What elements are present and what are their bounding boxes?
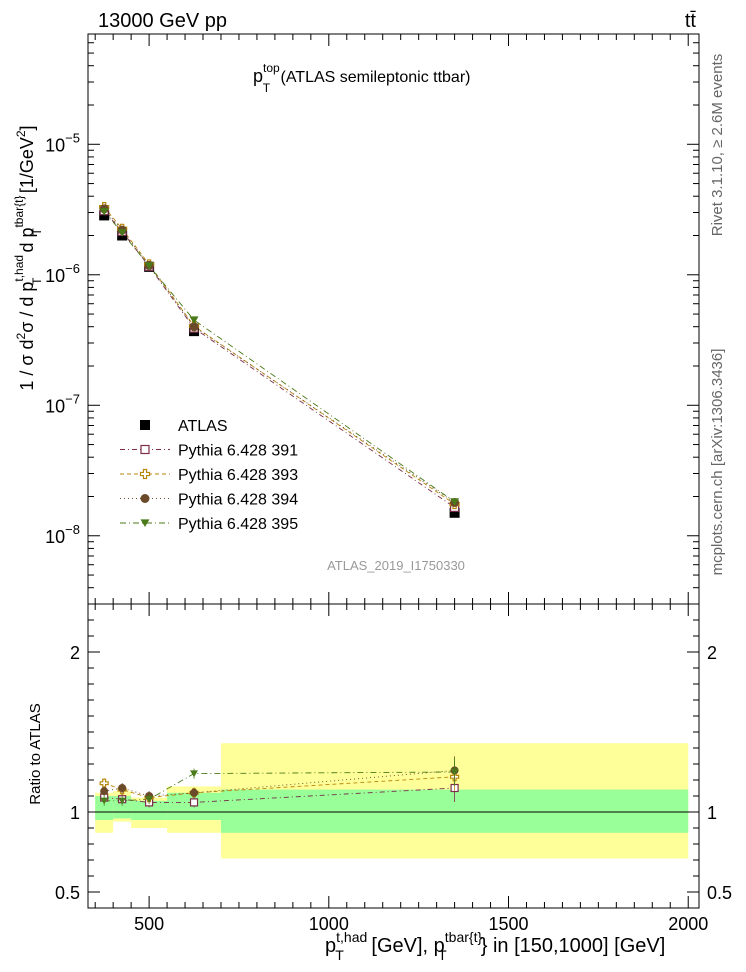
main-axis-ticks: 10−8 10−7 10−6 10−5 (45, 34, 699, 605)
legend-marker (139, 468, 151, 480)
ratio-y-tick-label: 0.5 (55, 883, 80, 903)
inner-band (95, 796, 114, 820)
data-point (449, 507, 460, 518)
x-axis-label: pt,had T [GeV], ptbar{t} T} in [150,1000] … (325, 929, 665, 963)
series-line (103, 210, 455, 508)
legend-label: Pythia 6.428 394 (178, 492, 298, 509)
ratio-series-line (104, 769, 455, 797)
header-left: 13000 GeV pp (98, 10, 227, 32)
data-point (189, 322, 199, 332)
rivet-label: Rivet 3.1.10, ≥ 2.6M events (709, 54, 726, 237)
ratio-point (100, 797, 109, 805)
legend-label: Pythia 6.428 391 (178, 443, 298, 460)
data-point (450, 498, 460, 506)
legend: ATLAS Pythia 6.428 391 Pythia 6.428 393 Pyt… (120, 418, 298, 533)
ratio-point (145, 796, 154, 803)
ratio-point (100, 787, 109, 796)
y-tick-label: 10−5 (45, 130, 80, 155)
x-tick-label: 2000 (668, 914, 708, 934)
mcplots-label: mcplots.cern.ch [arXiv:1306.3436] (709, 349, 726, 576)
ratio-ylabel: Ratio to ATLAS (27, 703, 44, 804)
legend-label: Pythia 6.428 393 (178, 467, 298, 484)
main-title: ptop T (ATLAS semileptonic ttbar) (253, 61, 470, 95)
main-plot-area (99, 202, 460, 518)
ratio-point (118, 784, 127, 792)
inner-band (113, 796, 132, 819)
legend-marker (140, 519, 150, 528)
data-point (99, 207, 109, 216)
ratio-axis-ticks: 0.5 0.5 1 1 2 2 500 1000 1500 2000 (55, 604, 732, 934)
legend-label: Pythia 6.428 395 (178, 516, 298, 533)
x-tick-label: 500 (134, 914, 164, 934)
ratio-point (99, 778, 109, 788)
ratio-point (189, 798, 199, 807)
ratio-frame (87, 603, 700, 909)
y-tick-label: 10−7 (45, 391, 80, 416)
legend-marker (140, 444, 150, 455)
y-tick-label: 10−6 (45, 261, 80, 286)
y-tick-label: 10−8 (45, 522, 80, 547)
ratio-y-tick-label: 1 (70, 803, 80, 823)
main-ylabel: 1 / σ d2σ / d pt,had T d ptbar{t}T [1/GeV… (12, 125, 44, 390)
ratio-point (450, 768, 459, 776)
ratio-y-tick-label-right: 1 (707, 803, 717, 823)
ratio-y-tick-label: 2 (70, 643, 80, 663)
analysis-watermark: ATLAS_2019_I1750330 (327, 558, 465, 573)
data-point (189, 316, 199, 325)
x-tick-label: 1000 (309, 914, 349, 934)
ratio-point (118, 797, 127, 805)
ratio-point (190, 788, 199, 797)
series-line (103, 206, 455, 505)
legend-marker (140, 494, 150, 503)
data-point (117, 229, 127, 237)
ratio-plot-area (99, 756, 460, 808)
x-tick-label: 1500 (488, 914, 528, 934)
ratio-uncertainty-bands (88, 743, 699, 859)
inner-band (131, 800, 168, 820)
legend-label: ATLAS (178, 418, 228, 435)
ratio-y-tick-label-right: 0.5 (707, 883, 732, 903)
header-right: tt̄ (685, 10, 697, 32)
ratio-y-tick-label-right: 2 (707, 643, 717, 663)
ratio-point (190, 770, 199, 778)
legend-marker (140, 420, 150, 430)
data-point (144, 262, 154, 270)
